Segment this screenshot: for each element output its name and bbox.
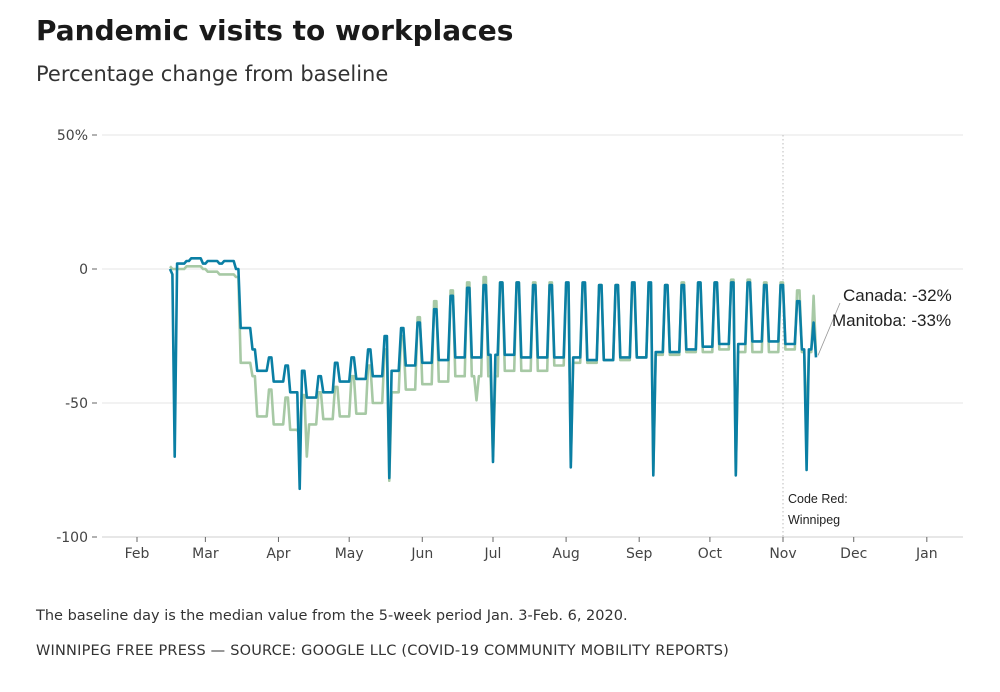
y-axis: 50% 0 -50 -100 [56, 128, 97, 546]
x-tick-label: Nov [769, 546, 796, 562]
code-red-annotation: Code Red: Winnipeg [782, 135, 848, 537]
x-tick-label: Dec [840, 546, 867, 562]
x-tick-label: Aug [552, 546, 579, 562]
x-tick-label: Feb [125, 546, 150, 562]
end-label-canada: Canada: -32% [843, 286, 952, 305]
code-red-label-line2: Winnipeg [788, 513, 840, 527]
y-tick-label: 0 [79, 262, 88, 278]
gridlines [102, 134, 963, 404]
x-tick-label: Jul [484, 546, 502, 562]
y-tick-label: -50 [65, 396, 88, 412]
x-tick-label: Jan [915, 546, 938, 562]
end-labels: Canada: -32% Manitoba: -33% [817, 286, 952, 356]
x-tick-label: Jun [410, 546, 433, 562]
y-tick-label: 50% [57, 128, 88, 144]
x-tick-label: Oct [698, 546, 723, 562]
x-tick-label: May [335, 546, 364, 562]
chart-subtitle: Percentage change from baseline [36, 62, 389, 86]
series-line-manitoba [168, 256, 818, 491]
x-tick-label: Mar [192, 546, 219, 562]
code-red-label-line1: Code Red: [788, 492, 848, 506]
series-lines [168, 256, 818, 491]
source-credit: WINNIPEG FREE PRESS — SOURCE: GOOGLE LLC… [36, 643, 729, 659]
y-tick-label: -100 [56, 530, 88, 546]
end-label-manitoba: Manitoba: -33% [832, 311, 951, 330]
baseline-note: The baseline day is the median value fro… [36, 608, 628, 624]
x-tick-label: Sep [626, 546, 653, 562]
chart-title: Pandemic visits to workplaces [36, 14, 514, 47]
x-axis: Feb Mar Apr May Jun Jul Aug Sep Oct Nov Dec Jan [102, 536, 963, 562]
x-tick-label: Apr [266, 546, 290, 562]
label-leader-line [817, 302, 841, 356]
